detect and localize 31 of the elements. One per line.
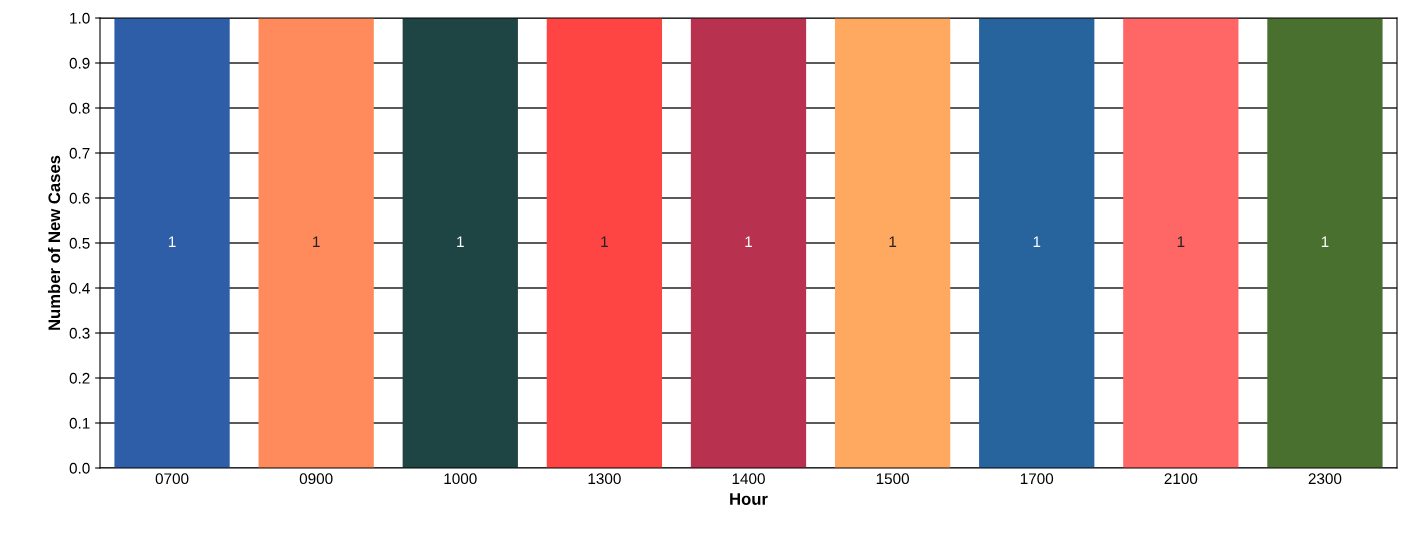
data-label: 1 (457, 236, 464, 247)
y-tick-label: 0.9 (69, 57, 90, 69)
y-tick-label: 1.0 (70, 12, 90, 24)
y-tick-label: 0.6 (69, 192, 90, 204)
y-tick-label: 0.3 (69, 327, 90, 339)
x-tick-label: 1300 (588, 473, 621, 485)
y-tick-label: 0.1 (69, 417, 90, 429)
y-tick-label: 0.0 (69, 462, 90, 474)
data-label: 1 (1321, 236, 1329, 247)
x-tick-label: 0900 (299, 473, 333, 485)
data-label: 1 (601, 236, 608, 247)
x-tick-label: 2300 (1308, 473, 1342, 485)
data-label: 1 (889, 236, 897, 247)
data-label: 1 (168, 236, 176, 247)
x-tick-label: 0700 (155, 473, 189, 485)
y-tick-label: 0.4 (69, 282, 90, 294)
x-tick-label: 1400 (732, 473, 765, 485)
y-tick-label: 0.8 (69, 102, 90, 114)
y-tick-label: 0.7 (69, 147, 90, 159)
data-label: 1 (1033, 236, 1041, 247)
y-axis-title: Number of New Cases (47, 155, 61, 330)
data-label: 1 (313, 236, 320, 247)
data-label: 1 (745, 236, 752, 247)
x-tick-label: 1500 (876, 473, 910, 485)
data-label: 1 (1177, 236, 1185, 247)
x-axis-title: Hour (730, 493, 768, 505)
x-tick-label: 1000 (444, 473, 477, 485)
x-tick-label: 2100 (1164, 473, 1198, 485)
x-tick-label: 1700 (1020, 473, 1054, 485)
y-tick-label: 0.2 (69, 372, 90, 384)
y-tick-label: 0.5 (69, 237, 90, 249)
